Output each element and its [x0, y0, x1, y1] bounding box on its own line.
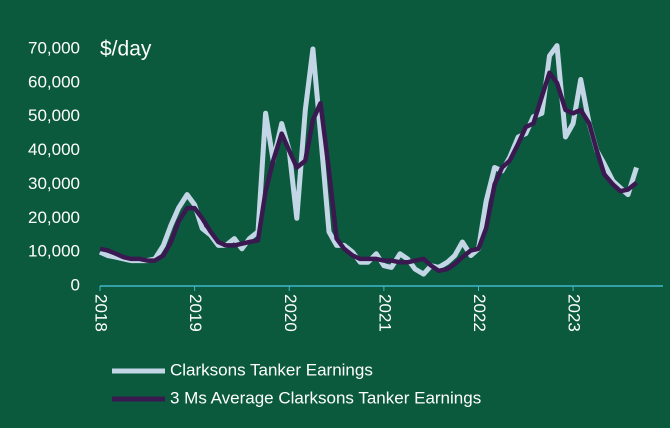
x-tick-label: 2020 — [281, 294, 300, 332]
y-tick-label: 40,000 — [28, 140, 80, 159]
legend-label: Clarksons Tanker Earnings — [170, 360, 373, 379]
y-tick-label: 0 — [71, 275, 80, 294]
y-tick-label: 50,000 — [28, 106, 80, 125]
series-line — [99, 70, 638, 274]
unit-annotation: $/day — [100, 38, 152, 61]
x-tick-label: 2019 — [186, 294, 205, 332]
legend-label: 3 Ms Average Clarksons Tanker Earnings — [170, 388, 481, 407]
y-tick-label: 60,000 — [28, 72, 80, 91]
y-tick-label: 70,000 — [28, 38, 80, 57]
x-tick-label: 2018 — [92, 294, 111, 332]
x-tick-label: 2022 — [470, 294, 489, 332]
y-tick-label: 10,000 — [28, 242, 80, 261]
x-tick-label: 2021 — [375, 294, 394, 332]
x-tick-label: 2023 — [565, 294, 584, 332]
y-tick-label: 20,000 — [28, 208, 80, 227]
y-tick-label: 30,000 — [28, 174, 80, 193]
